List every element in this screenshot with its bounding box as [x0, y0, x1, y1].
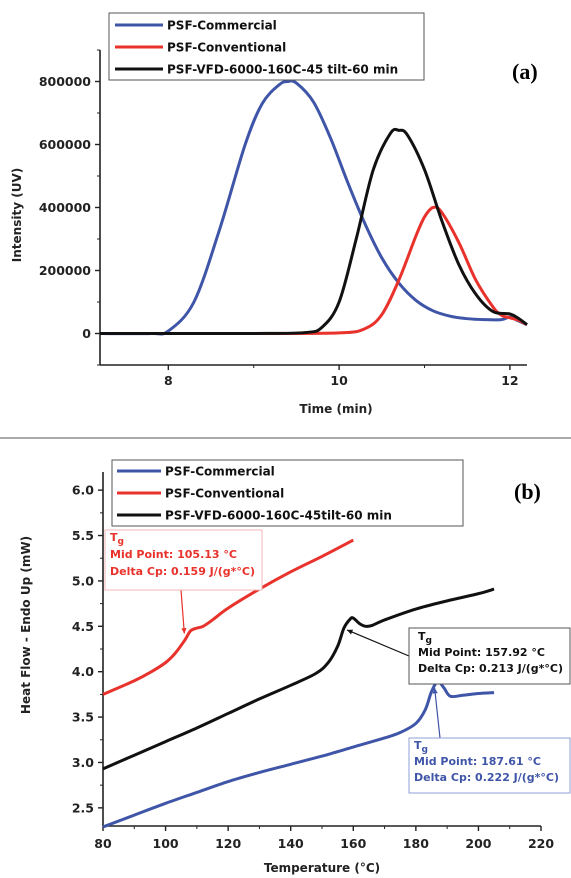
panel-b-y-tick-label: 5.5	[72, 528, 94, 543]
panel-a-y-axis-title: Intensity (UV)	[10, 168, 24, 262]
annotation-arrowhead	[432, 688, 438, 694]
panel-b-series-line-2	[102, 538, 354, 696]
panel-b-label: (b)	[514, 479, 541, 504]
annotation-text: Mid Point: 105.13 °C	[110, 548, 237, 561]
panel-a-legend: PSF-Commercial PSF-Conventional PSF-VFD-60…	[108, 12, 425, 81]
panel-b-y-tick-label: 3.5	[72, 710, 94, 725]
panel-a-x-tick-label: 10	[330, 373, 348, 388]
panel-a-y-tick-label: 800000	[39, 74, 91, 89]
annotation-text: Mid Point: 187.61 °C	[414, 755, 541, 768]
panel-b-x-axis-title: Temperature (°C)	[264, 861, 380, 875]
panel-a-x-tick-label: 12	[501, 373, 518, 388]
panel-a-legend-label: PSF-Commercial	[167, 19, 277, 33]
panel-b-axes: 2.5 3.0 3.5 4.0 4.5 5.0 5.5 6.0 80 100 120 140 160 18…	[72, 472, 554, 851]
panel-b-x-tick-label: 160	[340, 836, 366, 851]
panel-b-legend-label: PSF-Commercial	[165, 465, 275, 479]
panel-b-x-tick-label: 80	[94, 836, 112, 851]
panel-b-y-tick-label: 3.0	[72, 755, 94, 770]
panel-a-legend-label: PSF-VFD-6000-160C-45 tilt-60 min	[167, 63, 398, 77]
panel-a-series-line-1	[99, 79, 528, 336]
panel-b-y-tick-label: 5.0	[72, 573, 94, 588]
panel-a-x-axis-title: Time (min)	[299, 402, 372, 416]
panel-b-legend-box	[111, 459, 464, 527]
panel-b-x-tick-label: 180	[403, 836, 429, 851]
panel-a-label: (a)	[512, 59, 538, 84]
panel-a-y-tick-label: 0	[82, 326, 91, 341]
annotation-text: Delta Cp: 0.213 J/(g*°C)	[418, 662, 563, 675]
annotation-box	[408, 627, 571, 685]
annotation-text: Mid Point: 157.92 °C	[418, 646, 545, 659]
panel-a-y-tick-label: 400000	[39, 200, 91, 215]
panel-b-x-tick-label: 120	[215, 836, 241, 851]
panel-b-y-tick-label: 6.0	[72, 483, 94, 498]
panel-b-legend-label: PSF-VFD-6000-160C-45tilt-60 min	[165, 509, 392, 523]
panel-a-y-tick-label: 200000	[39, 263, 91, 278]
annotation-text: Delta Cp: 0.222 J/(g*°C)	[414, 771, 559, 784]
panel-b-legend-label: PSF-Conventional	[165, 487, 284, 501]
annotation-arrow	[346, 629, 410, 657]
panel-b-y-tick-label: 2.5	[72, 800, 94, 815]
panel-b-y-tick-label: 4.0	[72, 664, 94, 679]
panel-b-y-tick-label: 4.5	[72, 619, 94, 634]
panel-b-x-tick-label: 100	[153, 836, 179, 851]
panel-b-series-line-1	[102, 680, 495, 829]
panel-b-y-axis-title: Heat Flow - Endo Up (mW)	[19, 536, 33, 714]
annotation-arrow	[434, 687, 441, 739]
annotation-box	[408, 737, 571, 794]
panel-b-x-tick-label: 220	[528, 836, 554, 851]
panel-a-series	[99, 79, 528, 336]
panel-b-series	[102, 538, 495, 829]
annotation-arrowhead	[347, 629, 354, 635]
panel-b-x-tick-label: 140	[278, 836, 304, 851]
panel-a-axes: 0 200000 400000 600000 800000 8 10 12	[39, 49, 527, 388]
panel-a-series-line-3	[99, 127, 528, 336]
panel-a-x-tick-label: 8	[164, 373, 173, 388]
panel-b-x-tick-label: 200	[465, 836, 491, 851]
annotation-arrow	[180, 589, 185, 634]
panel-a-y-tick-label: 600000	[39, 137, 91, 152]
panel-b-series-line-3	[102, 587, 495, 771]
panel-a-legend-label: PSF-Conventional	[167, 41, 286, 55]
annotation-text: Delta Cp: 0.159 J/(g*°C)	[110, 565, 255, 578]
annotation-box	[104, 529, 263, 591]
panel-a: (a) 0 200000 400000 600000 800000 8 10 12 PSF-C…	[10, 12, 538, 416]
panel-b-legend: PSF-Commercial PSF-Conventional PSF-VFD-60…	[111, 459, 464, 527]
annotation-arrowhead	[181, 627, 187, 634]
panel-b: (b) 2.5 3.0 3.5 4.0 4.5 5.0 5.5 6.0 80 100 120 140 1…	[19, 459, 571, 875]
